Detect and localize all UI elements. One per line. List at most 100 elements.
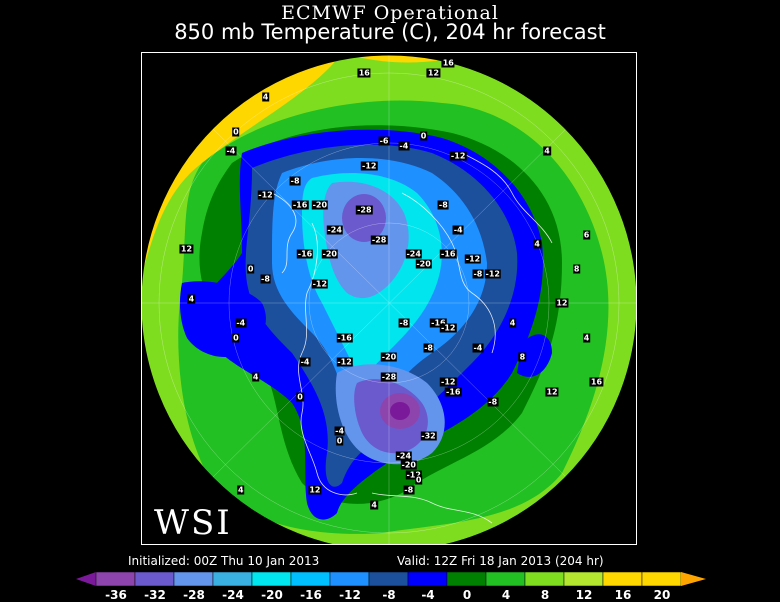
colorbar-bin xyxy=(134,571,175,587)
colorbar-tick-label: -12 xyxy=(339,588,361,602)
contour-label: -24 xyxy=(405,249,422,259)
colorbar-tick-label: -28 xyxy=(183,588,205,602)
colorbar-bin xyxy=(524,571,565,587)
western-blue-region xyxy=(179,281,266,358)
contour-label: -4 xyxy=(334,426,346,436)
colorbar-tick-label: -8 xyxy=(382,588,396,602)
colorbar-tick-label: -16 xyxy=(300,588,322,602)
colorbar-tick-label: 12 xyxy=(575,588,593,602)
contour-label: 4 xyxy=(508,318,517,328)
colorbar-bin xyxy=(95,571,136,587)
colorbar-tick-label: 20 xyxy=(653,588,671,602)
contour-label: -4 xyxy=(235,318,247,328)
colorbar-tick-label: -24 xyxy=(222,588,244,602)
temperature-colorbar xyxy=(76,571,706,587)
contour-label: -16 xyxy=(430,318,447,328)
contour-label: -28 xyxy=(356,205,373,215)
contour-label: 0 xyxy=(232,127,240,137)
contour-label: 12 xyxy=(426,68,441,78)
contour-label: -32 xyxy=(420,431,437,441)
contour-label: -12 xyxy=(405,470,422,480)
contour-label: -20 xyxy=(400,460,417,470)
contour-label: 16 xyxy=(357,68,371,78)
colorbar-bin xyxy=(641,571,682,587)
contour-label: -20 xyxy=(321,249,338,259)
contour-label: -24 xyxy=(326,225,343,235)
contour-label: 4 xyxy=(237,485,245,495)
contour-label: 4 xyxy=(582,333,591,343)
colorbar-tick-label: -36 xyxy=(105,588,127,602)
contour-label: 4 xyxy=(261,92,270,102)
map-panel: 16 12 16 4 0 -4 -6 -4 -12 -12 -8 -12 -16 -20 -28 -8 -24-… xyxy=(141,52,637,545)
contour-label: -28 xyxy=(380,372,398,382)
colorbar-bin xyxy=(290,571,331,587)
colorbar-tick-label: 8 xyxy=(540,588,550,602)
colorbar-tick-label: 4 xyxy=(501,588,511,602)
colorbar-tick-label: -20 xyxy=(261,588,283,602)
coastlines xyxy=(271,152,553,524)
contour-label: 12 xyxy=(308,485,322,495)
colorbar-bin xyxy=(173,571,214,587)
colorbar-bin xyxy=(329,571,370,587)
contour-label: 0 xyxy=(246,264,255,274)
contour-label: -8 xyxy=(398,318,410,328)
contour-label: -20 xyxy=(415,259,432,269)
colorbar-bin xyxy=(602,571,643,587)
colorbar-bin xyxy=(407,571,448,587)
contour-label: 12 xyxy=(545,387,559,397)
contour-label: -20 xyxy=(311,200,329,210)
valid-text: Valid: 12Z Fri 18 Jan 2013 (204 hr) xyxy=(397,554,604,568)
contour-label: -4 xyxy=(225,146,237,156)
colorbar-bin xyxy=(485,571,526,587)
contour-label: 4 xyxy=(543,146,551,156)
contour-label: -12 xyxy=(361,161,378,171)
colorbar-bin xyxy=(251,571,292,587)
contour-label: -16 xyxy=(296,249,314,259)
contour-label: -16 xyxy=(444,387,462,397)
contour-label: -4 xyxy=(452,225,464,235)
contour-label: -12 xyxy=(311,279,329,289)
contour-label: 6 xyxy=(582,230,591,240)
contour-label: -8 xyxy=(260,274,271,284)
contour-label: -12 xyxy=(440,323,457,333)
initialized-text: Initialized: 00Z Thu 10 Jan 2013 xyxy=(128,554,320,568)
map-title: ECMWF Operational xyxy=(281,2,499,24)
colorbar-bin xyxy=(563,571,604,587)
contour-label: -20 xyxy=(380,352,398,362)
contour-label: 8 xyxy=(518,352,527,362)
contour-label: -12 xyxy=(449,151,467,161)
map-subtitle: 850 mb Temperature (C), 204 hr forecast xyxy=(174,20,606,44)
contour-label: 12 xyxy=(555,298,569,308)
temperature-map xyxy=(142,54,636,544)
contour-label: -12 xyxy=(484,269,501,279)
contour-label: -12 xyxy=(257,190,274,200)
contour-label: -4 xyxy=(299,357,311,367)
contour-label: 0 xyxy=(232,333,240,343)
colorbar-tick-label: 16 xyxy=(614,588,632,602)
wsi-logo: WSI xyxy=(154,503,232,543)
contour-label: -8 xyxy=(472,269,484,279)
contour-label: -16 xyxy=(440,249,457,259)
contour-label: 0 xyxy=(296,392,304,402)
colorbar-bin xyxy=(212,571,253,587)
graticule xyxy=(142,55,636,544)
colorbar-bin xyxy=(368,571,409,587)
colorbar-tick-label: -32 xyxy=(144,588,166,602)
contour-label: 8 xyxy=(572,264,581,274)
colorbar-tick-label: 0 xyxy=(462,588,472,602)
contour-label: 4 xyxy=(251,372,260,382)
contour-label: 0 xyxy=(335,436,344,446)
colorbar-tick-label: -4 xyxy=(421,588,435,602)
contour-label: -24 xyxy=(395,451,413,461)
contour-label: -4 xyxy=(398,141,410,151)
contour-label: -8 xyxy=(437,200,449,210)
contour-label: 4 xyxy=(187,294,196,303)
contour-label: -4 xyxy=(472,343,484,353)
colorbar-bin xyxy=(446,571,487,587)
contour-label: 0 xyxy=(414,475,423,485)
contour-label: -6 xyxy=(378,136,390,146)
contour-label: -12 xyxy=(440,377,457,387)
contour-label: -8 xyxy=(289,176,301,186)
contour-label: 4 xyxy=(370,500,378,510)
contour-label: 16 xyxy=(441,58,455,68)
